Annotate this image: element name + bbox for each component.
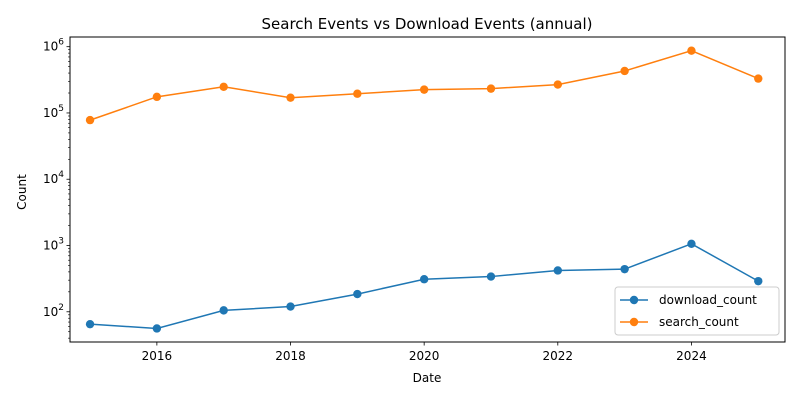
legend-label: search_count	[659, 315, 739, 329]
y-tick-label: 105	[43, 104, 64, 120]
data-point	[486, 84, 496, 93]
legend-item: search_count	[620, 315, 739, 329]
data-point	[419, 85, 429, 94]
plot-area: 102 103 104 105 106 2016 2018 2020 2022 2024 downl…	[43, 36, 786, 363]
data-point	[620, 66, 629, 76]
data-point	[85, 319, 95, 329]
x-tick-label: 2020	[409, 349, 440, 363]
series-download_count	[85, 239, 763, 333]
data-point	[353, 89, 362, 98]
y-tick-label: 102	[43, 303, 64, 319]
legend-marker	[629, 295, 639, 305]
legend-marker	[629, 317, 639, 327]
data-point	[687, 46, 696, 55]
y-axis-label: Count	[15, 174, 29, 210]
data-point	[754, 276, 763, 286]
data-point	[286, 93, 295, 102]
legend-item: download_count	[620, 293, 757, 307]
data-point	[85, 115, 95, 125]
chart-title: Search Events vs Download Events (annual…	[262, 15, 593, 33]
x-axis-label: Date	[413, 371, 442, 385]
data-point	[419, 275, 429, 284]
y-minor-ticks	[68, 49, 70, 339]
legend-label: download_count	[659, 293, 757, 307]
x-tick-label: 2018	[275, 349, 306, 363]
x-tick-label: 2022	[543, 349, 574, 363]
data-point	[353, 289, 362, 299]
data-point	[286, 302, 295, 311]
legend: download_count search_count	[614, 286, 780, 336]
x-tick-label: 2016	[142, 349, 173, 363]
data-point	[486, 272, 496, 281]
series-line-search_count	[89, 49, 759, 121]
data-point	[219, 82, 228, 92]
data-point	[152, 324, 162, 333]
data-point	[687, 239, 696, 249]
data-point	[620, 264, 629, 274]
series-search_count	[85, 46, 763, 125]
data-point	[219, 306, 228, 315]
data-point	[553, 80, 563, 89]
y-tick-label: 104	[43, 170, 64, 186]
legend-box	[614, 286, 780, 336]
y-tick-label: 106	[43, 38, 64, 54]
x-tick-label: 2024	[676, 349, 707, 363]
data-point	[152, 92, 162, 102]
y-tick-label: 103	[43, 237, 64, 253]
data-point	[754, 74, 763, 83]
data-point	[553, 266, 563, 275]
